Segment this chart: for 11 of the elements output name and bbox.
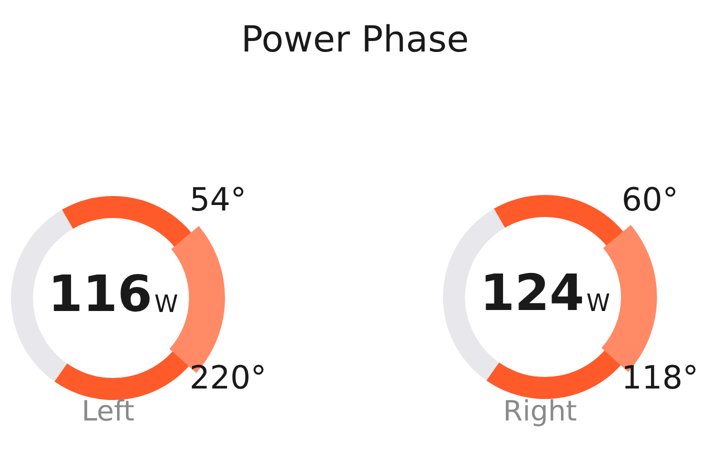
data-label: 124 xyxy=(480,264,584,322)
data-label: 116 xyxy=(48,264,152,323)
text: W xyxy=(586,289,610,318)
text: 60° xyxy=(622,180,678,218)
text: 220° xyxy=(189,358,267,396)
category-label: Left xyxy=(82,394,134,428)
text: W xyxy=(154,290,178,318)
text: 118° xyxy=(621,358,699,396)
text: Power Phase xyxy=(241,19,469,60)
category-label: Right xyxy=(503,394,577,428)
text: 54° xyxy=(190,180,246,218)
